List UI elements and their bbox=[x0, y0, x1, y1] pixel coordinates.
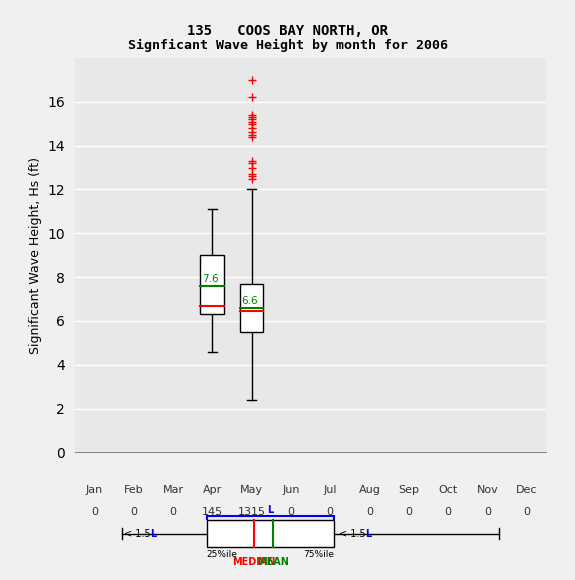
Text: 0: 0 bbox=[288, 507, 294, 517]
Text: < 1.5: < 1.5 bbox=[339, 528, 369, 539]
Text: Mar: Mar bbox=[162, 485, 183, 495]
Text: L: L bbox=[365, 528, 371, 539]
Text: Jan: Jan bbox=[86, 485, 103, 495]
Text: 0: 0 bbox=[366, 507, 373, 517]
Y-axis label: Significant Wave Height, Hs (ft): Significant Wave Height, Hs (ft) bbox=[29, 157, 42, 354]
FancyBboxPatch shape bbox=[201, 255, 224, 314]
Text: 7.6: 7.6 bbox=[202, 274, 218, 284]
Text: Jun: Jun bbox=[282, 485, 300, 495]
Text: Signficant Wave Height by month for 2006: Signficant Wave Height by month for 2006 bbox=[128, 39, 447, 52]
Text: 1315: 1315 bbox=[237, 507, 266, 517]
Text: 0: 0 bbox=[444, 507, 451, 517]
Text: 6.6: 6.6 bbox=[241, 296, 258, 306]
Text: 25%ile: 25%ile bbox=[207, 550, 237, 559]
Text: 0: 0 bbox=[170, 507, 177, 517]
Text: 0: 0 bbox=[484, 507, 491, 517]
Text: Sep: Sep bbox=[398, 485, 419, 495]
Text: L: L bbox=[267, 505, 274, 515]
Text: L: L bbox=[150, 528, 156, 539]
Text: Aug: Aug bbox=[358, 485, 381, 495]
Text: May: May bbox=[240, 485, 263, 495]
Text: 75%ile: 75%ile bbox=[303, 550, 334, 559]
Text: Oct: Oct bbox=[438, 485, 458, 495]
Text: 145: 145 bbox=[202, 507, 223, 517]
Text: Jul: Jul bbox=[323, 485, 337, 495]
FancyBboxPatch shape bbox=[207, 520, 334, 547]
Text: 0: 0 bbox=[327, 507, 334, 517]
Text: 135   COOS BAY NORTH, OR: 135 COOS BAY NORTH, OR bbox=[187, 24, 388, 38]
Text: 0: 0 bbox=[523, 507, 530, 517]
Text: Feb: Feb bbox=[124, 485, 144, 495]
Text: Nov: Nov bbox=[477, 485, 498, 495]
Text: Dec: Dec bbox=[516, 485, 538, 495]
Text: MEAN: MEAN bbox=[257, 557, 289, 567]
Text: 0: 0 bbox=[130, 507, 137, 517]
FancyBboxPatch shape bbox=[240, 284, 263, 332]
Text: < 1.5: < 1.5 bbox=[124, 528, 154, 539]
Text: 0: 0 bbox=[91, 507, 98, 517]
Text: MEDIAN: MEDIAN bbox=[232, 557, 275, 567]
Text: 0: 0 bbox=[405, 507, 412, 517]
Text: Apr: Apr bbox=[202, 485, 222, 495]
